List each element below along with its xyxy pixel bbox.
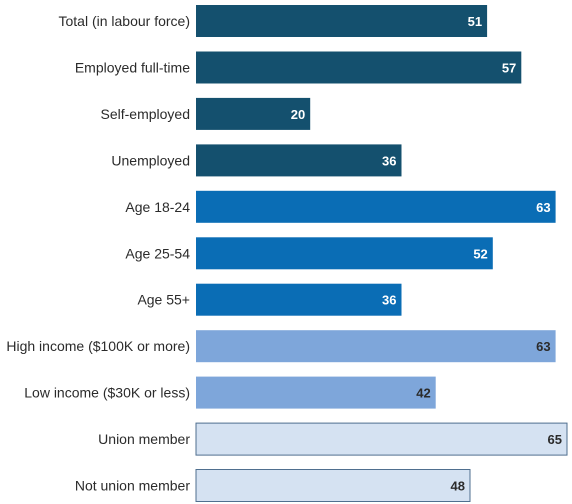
bar-1 (196, 51, 522, 84)
value-label: 20 (291, 107, 305, 122)
value-label: 57 (502, 61, 516, 76)
category-label: Employed full-time (75, 60, 190, 76)
value-label: 48 (451, 479, 465, 494)
bar-7 (196, 330, 556, 363)
value-label: 63 (536, 200, 550, 215)
bar-5 (196, 237, 493, 270)
value-label: 52 (473, 246, 487, 261)
category-label: Age 55+ (137, 292, 190, 308)
value-label: 65 (548, 432, 562, 447)
category-label: Low income ($30K or less) (24, 385, 190, 401)
category-label: Self-employed (101, 106, 191, 122)
category-label: Age 18-24 (125, 199, 190, 215)
category-label: Union member (98, 431, 190, 447)
value-label: 42 (416, 386, 430, 401)
bar-10 (195, 469, 471, 502)
category-label: Not union member (75, 478, 191, 494)
bar-9 (195, 422, 568, 456)
bar-3 (196, 144, 402, 177)
category-label: Unemployed (111, 152, 190, 168)
value-label: 36 (382, 153, 396, 168)
category-label: Total (in labour force) (58, 13, 190, 29)
bar-8 (196, 376, 436, 409)
value-label: 63 (536, 339, 550, 354)
category-label: Age 25-54 (125, 245, 190, 261)
bar-0 (196, 5, 488, 37)
bar-2 (196, 97, 311, 130)
value-label: 36 (382, 293, 396, 308)
bar-6 (196, 283, 402, 316)
category-label: High income ($100K or more) (6, 338, 190, 354)
bar-4 (196, 190, 556, 223)
value-label: 51 (468, 14, 482, 29)
